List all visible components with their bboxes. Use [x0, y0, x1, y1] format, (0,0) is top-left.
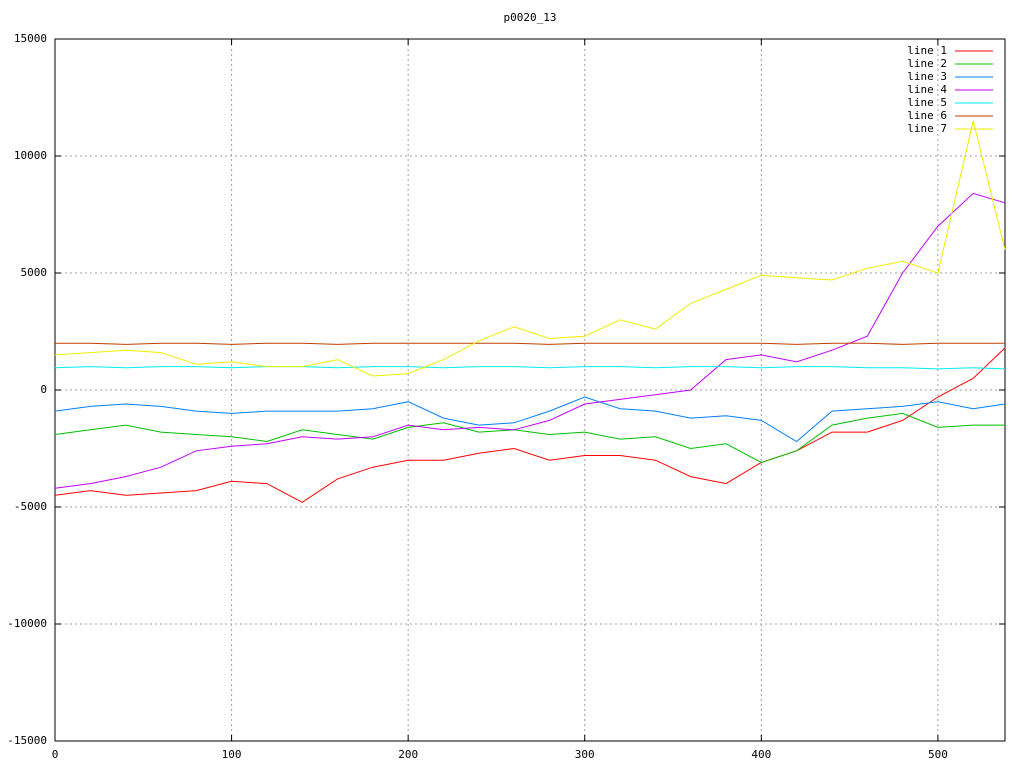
series-line: [54, 120, 1006, 377]
series-line: [55, 342, 1005, 345]
series-line: [54, 347, 1006, 503]
series-line: [54, 412, 1005, 464]
legend-label: line 3: [907, 70, 947, 83]
y-tick-label: -10000: [7, 617, 47, 630]
chart-title: p0020_13: [504, 11, 557, 24]
legend-label: line 6: [907, 109, 947, 122]
x-tick-label: 400: [751, 748, 771, 761]
y-tick-label: 10000: [14, 149, 47, 162]
x-tick-label: 500: [928, 748, 948, 761]
x-tick-label: 100: [222, 748, 242, 761]
y-tick-label: 15000: [14, 32, 47, 45]
x-tick-label: 200: [398, 748, 418, 761]
y-tick-label: -15000: [7, 734, 47, 747]
legend-label: line 5: [907, 96, 947, 109]
y-tick-label: 0: [40, 383, 47, 396]
legend-label: line 2: [907, 57, 947, 70]
x-tick-label: 300: [575, 748, 595, 761]
x-tick-label: 0: [52, 748, 59, 761]
plot-frame: [54, 38, 1006, 742]
y-tick-label: -5000: [14, 500, 47, 513]
series-line: [54, 366, 1006, 370]
legend-label: line 1: [907, 44, 947, 57]
series-line: [54, 396, 1006, 443]
y-tick-label: 5000: [21, 266, 48, 279]
legend-label: line 4: [907, 83, 947, 96]
legend-label: line 7: [907, 122, 947, 135]
